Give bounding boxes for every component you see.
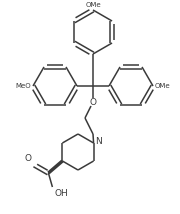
Text: O: O (89, 98, 96, 107)
Text: MeO: MeO (15, 83, 31, 89)
Text: N: N (96, 138, 102, 147)
Text: OH: OH (54, 189, 68, 198)
Text: OMe: OMe (85, 2, 101, 8)
Text: OMe: OMe (155, 83, 171, 89)
Text: O: O (24, 154, 31, 163)
